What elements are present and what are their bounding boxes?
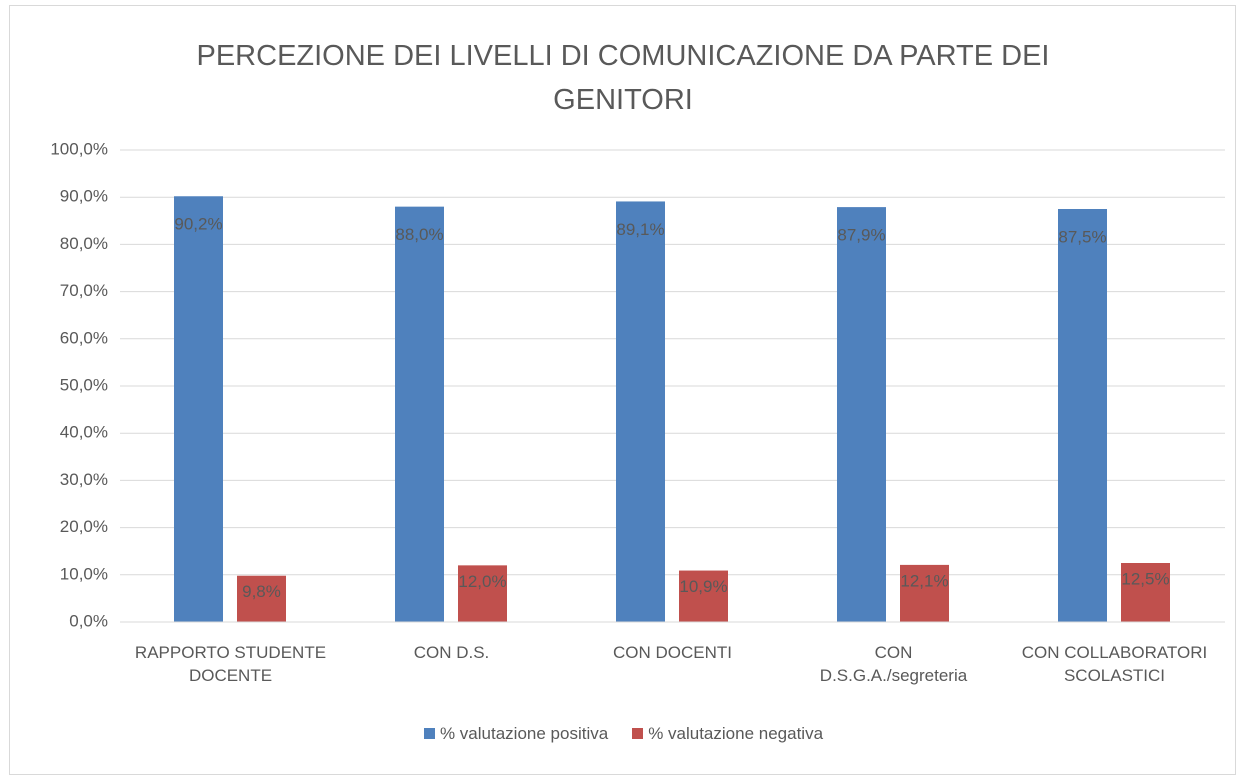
y-tick-label: 80,0%	[60, 234, 108, 253]
bar	[1121, 563, 1170, 622]
bar	[1058, 209, 1107, 622]
bar	[458, 565, 507, 622]
bar	[837, 207, 886, 622]
y-tick-label: 100,0%	[50, 139, 108, 158]
bar	[616, 201, 665, 622]
x-tick-label: CON D.S.	[413, 643, 490, 662]
legend-item: % valutazione positiva	[423, 724, 609, 744]
y-tick-label: 30,0%	[60, 470, 108, 489]
data-label: 10,9%	[679, 577, 727, 596]
chart-title: PERCEZIONE DEI LIVELLI DI COMUNICAZIONE …	[196, 40, 1050, 116]
y-tick-label: 10,0%	[60, 564, 108, 583]
legend-swatch	[423, 728, 435, 739]
data-label: 12,5%	[1121, 569, 1169, 588]
legend-swatch	[632, 728, 644, 739]
data-label: 9,8%	[242, 582, 281, 601]
x-tick-label: CON DOCENTI	[613, 643, 732, 662]
y-tick-label: 40,0%	[60, 423, 108, 442]
x-tick-label: CON D.S.G.A./segreteria	[819, 643, 968, 685]
data-label: 12,1%	[900, 571, 948, 590]
bar	[174, 196, 223, 623]
y-tick-label: 20,0%	[60, 517, 108, 536]
legend-label: % valutazione positiva	[439, 724, 609, 743]
y-tick-label: 0,0%	[69, 611, 108, 630]
y-tick-label: 50,0%	[60, 375, 108, 394]
data-label: 88,0%	[395, 225, 443, 244]
data-label: 87,5%	[1058, 227, 1106, 246]
bar	[679, 570, 728, 622]
legend: % valutazione positiva % valutazione nega…	[0, 724, 1247, 744]
data-label: 87,9%	[837, 226, 885, 245]
x-tick-label: RAPPORTO STUDENTE DOCENTE	[134, 643, 327, 685]
y-tick-label: 90,0%	[60, 187, 108, 206]
bar	[395, 206, 444, 622]
data-label: 89,1%	[616, 220, 664, 239]
bar	[237, 575, 286, 622]
legend-label: % valutazione negativa	[648, 724, 824, 743]
y-tick-label: 60,0%	[60, 328, 108, 347]
legend-item: % valutazione negativa	[632, 724, 823, 744]
data-label: 90,2%	[174, 215, 222, 234]
x-tick-label: CON COLLABORATORI SCOLASTICI	[1021, 643, 1208, 685]
bar	[900, 564, 949, 622]
y-tick-label: 70,0%	[60, 281, 108, 300]
data-label: 12,0%	[458, 572, 506, 591]
